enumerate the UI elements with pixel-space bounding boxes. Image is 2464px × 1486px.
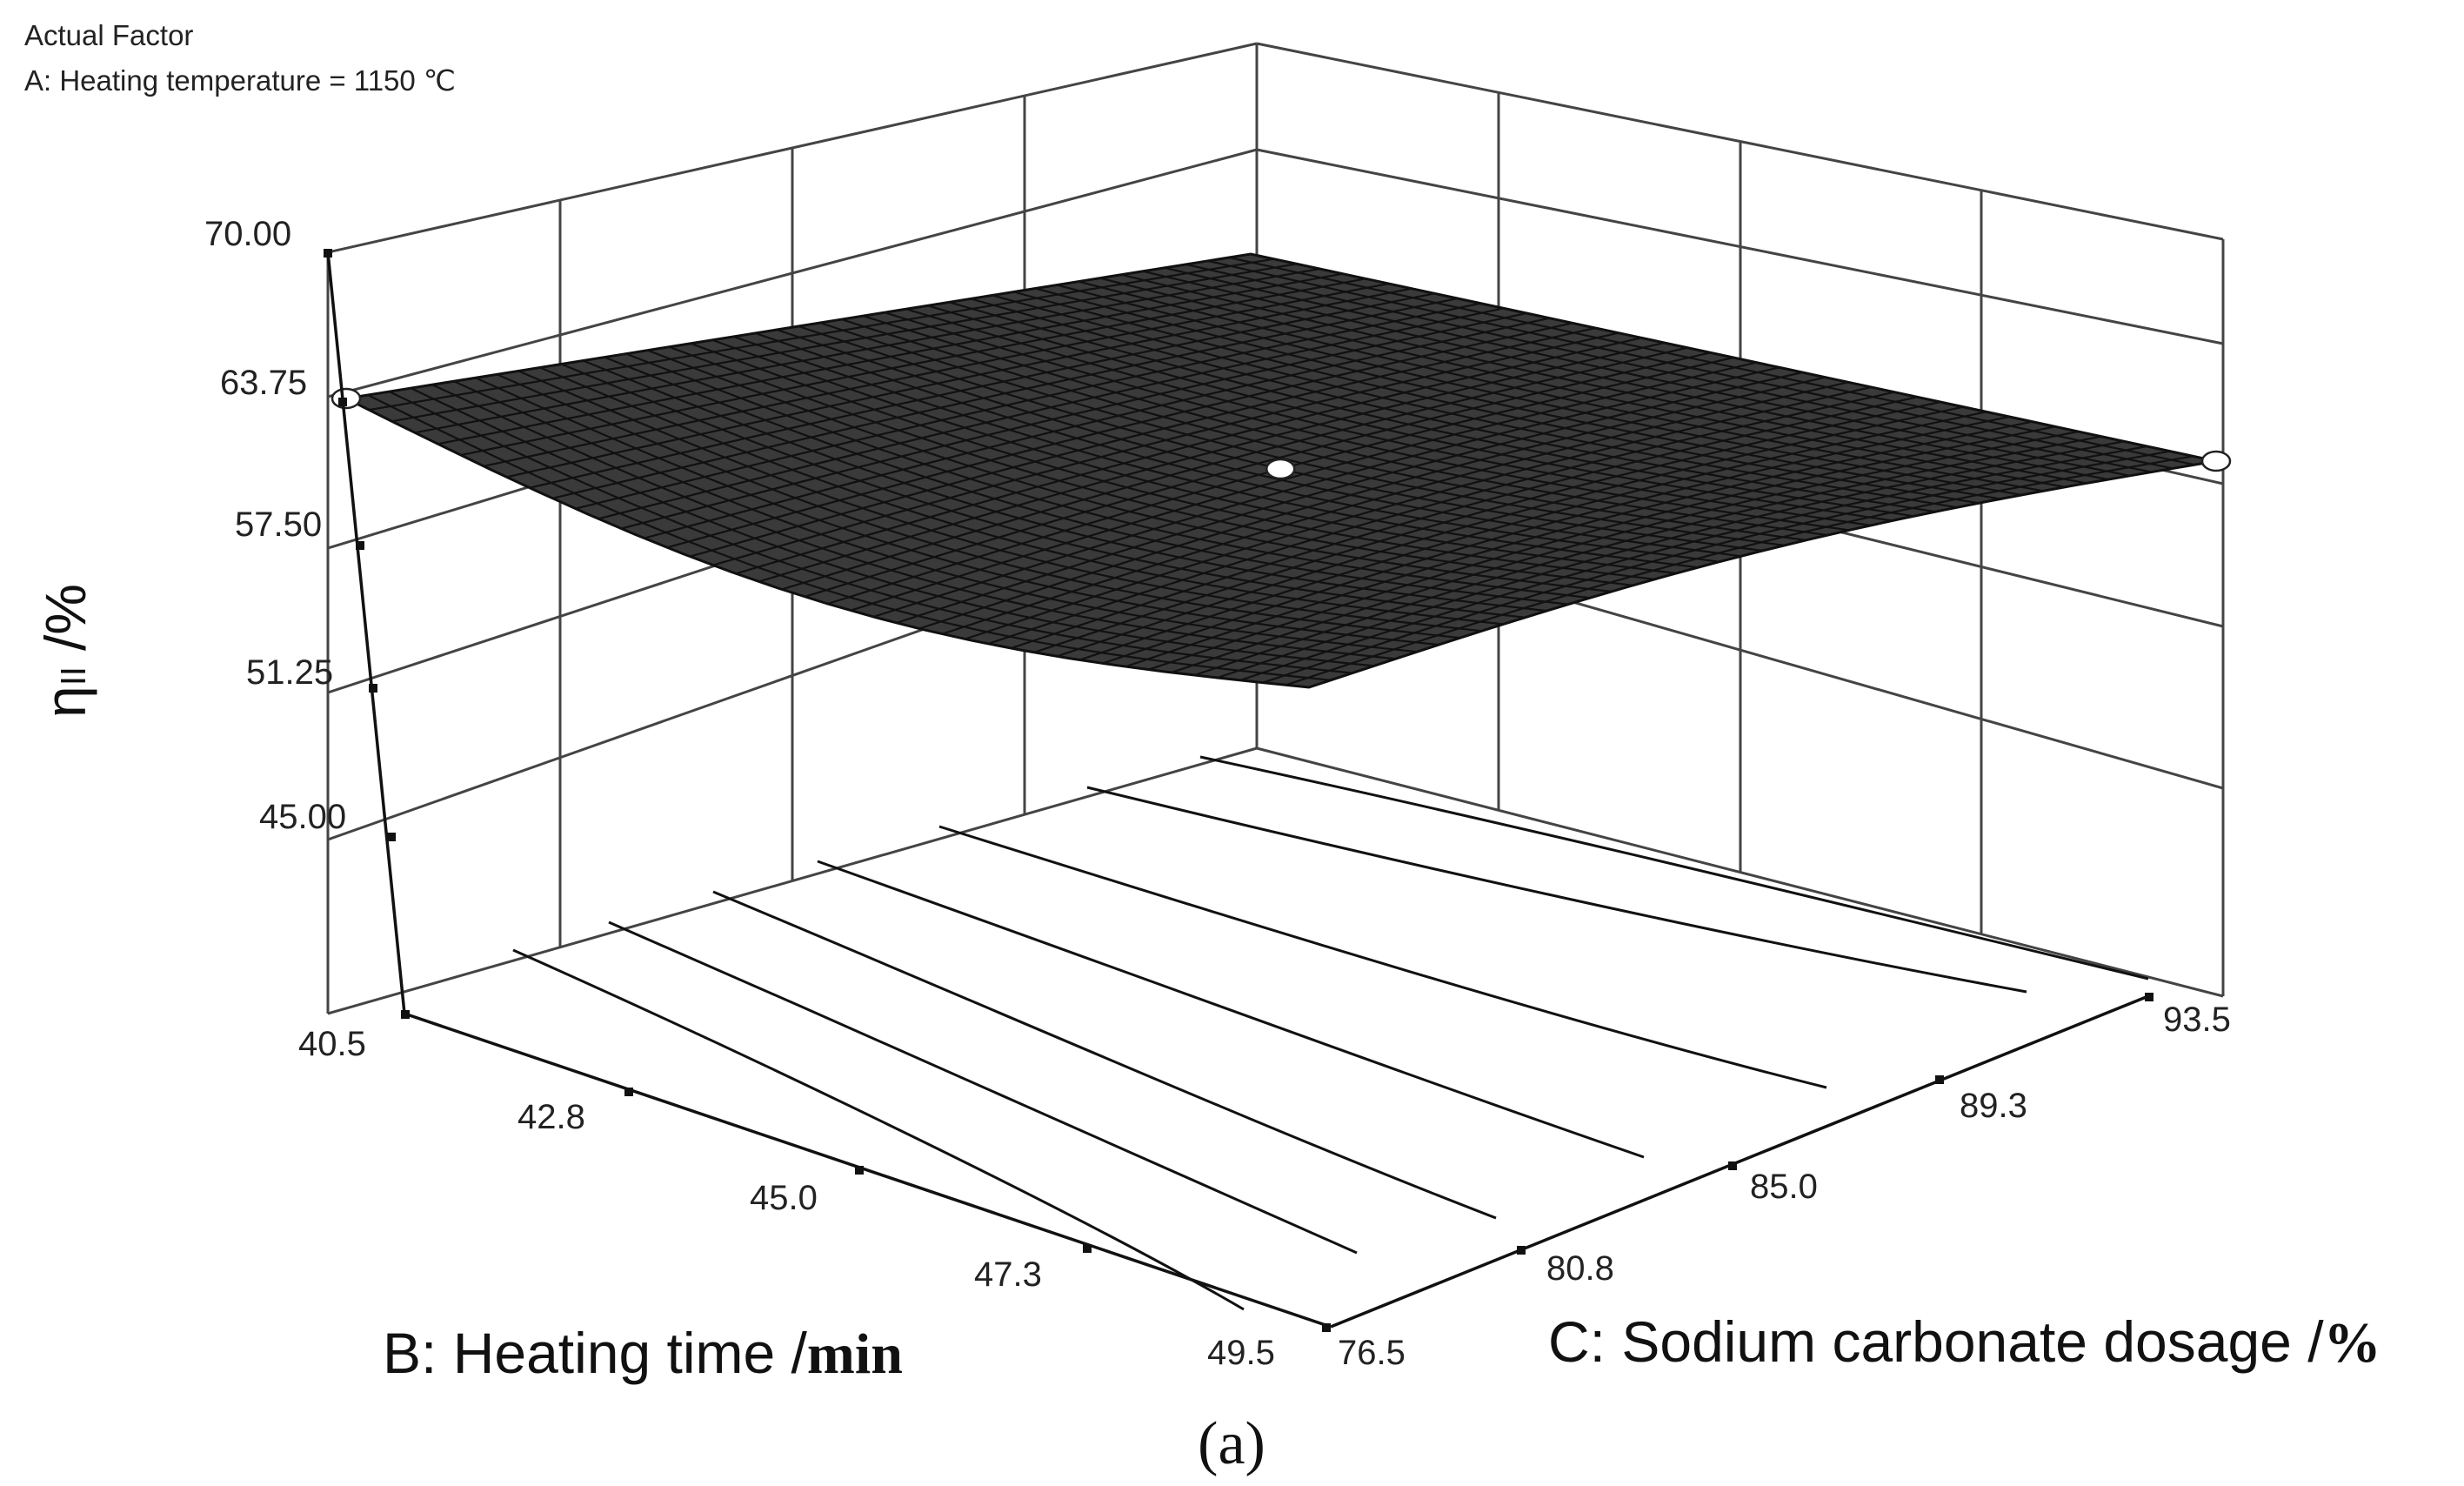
z-axis-ticks: 70.00 63.75 57.50 51.25 45.00 bbox=[204, 215, 396, 841]
b-axis-title: B: Heating time /min bbox=[383, 1321, 903, 1386]
c-tick-label: 93.5 bbox=[2163, 1001, 2231, 1039]
z-tick-mark bbox=[338, 398, 347, 406]
z-tick-mark bbox=[356, 541, 364, 550]
c-tick-mark bbox=[2145, 993, 2153, 1001]
b-tick-mark bbox=[1322, 1323, 1331, 1332]
fixed-factor-label: A: Heating temperature = 1150 ℃ bbox=[24, 64, 456, 97]
b-tick-label: 42.8 bbox=[518, 1098, 585, 1136]
z-tick-label: 51.25 bbox=[246, 653, 333, 692]
c-tick-label: 80.8 bbox=[1546, 1249, 1614, 1288]
c-tick-mark bbox=[1517, 1246, 1526, 1255]
c-axis-ticks: 76.5 80.8 85.0 89.3 93.5 bbox=[1338, 993, 2231, 1372]
z-axis-line bbox=[326, 251, 406, 1014]
surface-mesh-line bbox=[1142, 270, 2109, 481]
b-tick-label: 49.5 bbox=[1207, 1334, 1275, 1372]
z-tick-label: 63.75 bbox=[220, 364, 307, 402]
surface-mesh-line bbox=[1228, 256, 2195, 466]
actual-factor-label: Actual Factor bbox=[24, 19, 193, 51]
b-tick-mark bbox=[1083, 1244, 1092, 1253]
z-tick-label: 57.50 bbox=[235, 505, 322, 544]
c-axis-title: C: Sodium carbonate dosage /% bbox=[1548, 1309, 2381, 1375]
surface-mesh-line bbox=[1171, 430, 2079, 673]
surface-mesh-line bbox=[1164, 266, 2130, 477]
c-axis-title-unit: % bbox=[2324, 1311, 2381, 1375]
surface-mesh-line bbox=[1285, 455, 2194, 686]
b-tick-label: 47.3 bbox=[974, 1255, 1042, 1294]
b-tick-mark bbox=[855, 1166, 864, 1175]
surface-mesh-line bbox=[1207, 259, 2174, 470]
b-tick-mark bbox=[624, 1088, 633, 1096]
c-tick-mark bbox=[1935, 1075, 1944, 1084]
b-axis-ticks: 40.5 42.8 45.0 47.3 49.5 bbox=[298, 1010, 1331, 1372]
z-tick-mark bbox=[369, 684, 377, 693]
c-tick-label: 85.0 bbox=[1750, 1168, 1818, 1206]
c-tick-mark bbox=[1728, 1161, 1737, 1170]
b-tick-label: 40.5 bbox=[298, 1025, 366, 1063]
design-point bbox=[1265, 458, 1296, 480]
surface-mesh-line bbox=[1193, 435, 2102, 677]
b-axis-line bbox=[404, 1012, 1332, 1329]
z-axis-title: ηₗₗ /% bbox=[33, 584, 97, 718]
surface-mesh-line bbox=[1262, 450, 2171, 684]
z-tick-mark bbox=[387, 833, 396, 841]
c-axis-title-main: C: Sodium carbonate dosage / bbox=[1548, 1309, 2324, 1374]
c-tick-label: 76.5 bbox=[1338, 1334, 1406, 1372]
response-surface-mesh bbox=[331, 252, 2232, 689]
c-axis-line bbox=[1330, 994, 2149, 1329]
surface-mesh-line bbox=[1239, 445, 2147, 681]
surface-mesh-line bbox=[1308, 459, 2217, 689]
z-tick-label: 70.00 bbox=[204, 215, 291, 253]
surface-mesh-line bbox=[1250, 252, 2217, 463]
surface-mesh-line bbox=[1121, 273, 2087, 485]
z-tick-label: 45.00 bbox=[259, 798, 346, 836]
surface-mesh-line bbox=[1217, 440, 2125, 679]
b-tick-mark bbox=[401, 1010, 410, 1019]
b-axis-title-main: B: Heating time / bbox=[383, 1321, 808, 1385]
design-point bbox=[2200, 450, 2232, 472]
surface-mesh-line bbox=[1099, 277, 2066, 488]
b-axis-title-unit: min bbox=[807, 1322, 903, 1386]
c-tick-label: 89.3 bbox=[1960, 1087, 2027, 1125]
surface-mesh-line bbox=[1185, 263, 2152, 473]
b-tick-label: 45.0 bbox=[750, 1179, 818, 1217]
figure-caption: (a) bbox=[1198, 1410, 1265, 1477]
z-tick-mark bbox=[324, 249, 332, 258]
floor-contours bbox=[512, 755, 2149, 1311]
